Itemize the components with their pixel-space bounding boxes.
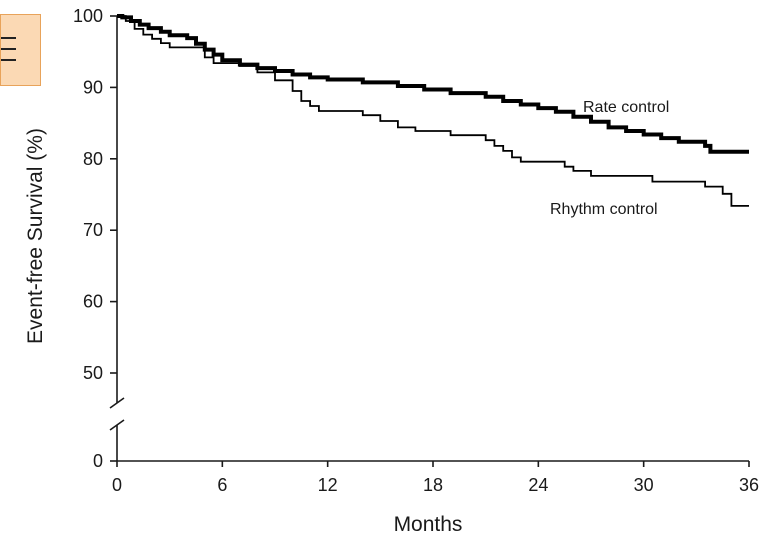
series-line-rate-control [117, 14, 749, 154]
y-axis-label: Event-free Survival (%) [24, 128, 47, 344]
y-tick-label: 100 [73, 6, 103, 26]
x-tick-label: 0 [112, 475, 122, 495]
y-tick-label: 70 [83, 220, 103, 240]
hamburger-menu-icon [1, 37, 16, 39]
series-label-rate-control: Rate control [583, 99, 669, 116]
axes [109, 16, 749, 462]
y-tick-label: 0 [93, 451, 103, 471]
series-label-rhythm-control: Rhythm control [550, 201, 658, 218]
ticks: 0 50 60 70 80 90 100 0 6 12 18 24 30 36 [73, 6, 759, 495]
x-tick-label: 24 [528, 475, 548, 495]
y-tick-label: 50 [83, 363, 103, 383]
hamburger-menu-icon-bar-3 [1, 59, 16, 61]
axis-break-mark-1 [109, 397, 125, 409]
x-tick-label: 30 [634, 475, 654, 495]
x-tick-label: 18 [423, 475, 443, 495]
series-lines [117, 14, 749, 207]
x-tick-label: 12 [318, 475, 338, 495]
menu-button[interactable] [0, 14, 41, 86]
y-tick-label: 90 [83, 77, 103, 97]
x-tick-label: 6 [217, 475, 227, 495]
hamburger-menu-icon-bar-2 [1, 48, 16, 50]
axis-break-mark-2 [109, 419, 125, 431]
x-axis-label: Months [394, 513, 463, 536]
x-tick-label: 36 [739, 475, 759, 495]
y-tick-label: 80 [83, 149, 103, 169]
y-tick-label: 60 [83, 292, 103, 312]
series-line-rhythm-control [117, 15, 749, 207]
